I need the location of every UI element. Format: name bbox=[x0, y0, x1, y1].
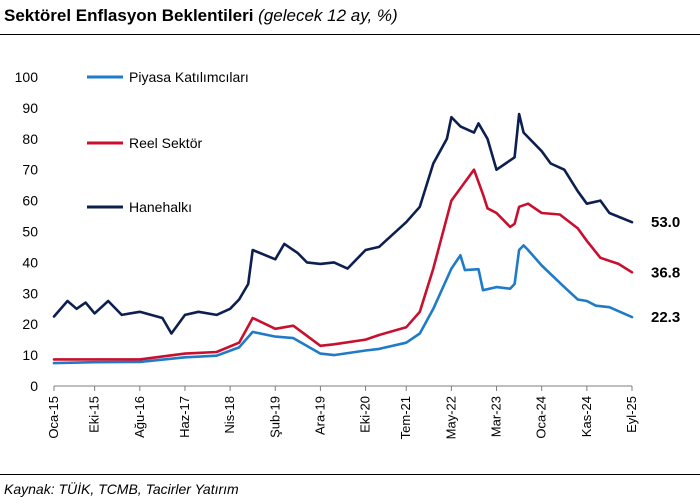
series-lines bbox=[52, 112, 634, 365]
x-tick-label: Şub-19 bbox=[267, 396, 282, 438]
legend-label: Hanehalkı bbox=[129, 199, 192, 215]
y-tick-label: 80 bbox=[22, 131, 38, 147]
x-tick-label: Oca-15 bbox=[46, 396, 61, 439]
y-tick-label: 40 bbox=[22, 254, 38, 270]
y-tick-label: 60 bbox=[22, 193, 38, 209]
legend: Piyasa Katılımcıları Reel Sektör Hanehalkı bbox=[87, 69, 249, 215]
end-labels: 22.3 36.8 53.0 bbox=[651, 214, 680, 326]
x-tick-label: Nis-18 bbox=[222, 396, 237, 434]
x-tick-label: Eki-15 bbox=[87, 396, 102, 433]
x-tick-label: Eyl-25 bbox=[624, 396, 639, 433]
y-tick-label: 20 bbox=[22, 316, 38, 332]
x-axis: Oca-15 Eki-15 Ağu-16 Haz-17 Nis-18 Şub-19 Ara-… bbox=[46, 385, 639, 439]
chart-subtitle: (gelecek 12 ay, %) bbox=[258, 6, 398, 25]
end-value-label: 53.0 bbox=[651, 214, 680, 231]
x-tick-label: Tem-21 bbox=[398, 396, 413, 439]
x-tick-label: Ağu-16 bbox=[132, 396, 147, 438]
legend-label: Reel Sektör bbox=[129, 135, 202, 151]
x-tick-label: Kas-24 bbox=[579, 396, 594, 437]
x-tick-label: Oca-24 bbox=[534, 396, 549, 439]
y-tick-label: 0 bbox=[30, 378, 38, 394]
x-tick-label: Haz-17 bbox=[177, 396, 192, 438]
chart-title-row: Sektörel Enflasyon Beklentileri (gelecek… bbox=[4, 6, 398, 26]
chart-title: Sektörel Enflasyon Beklentileri bbox=[4, 6, 254, 25]
end-value-label: 36.8 bbox=[651, 264, 680, 281]
footer-rule bbox=[0, 474, 700, 475]
end-value-label: 22.3 bbox=[651, 309, 680, 326]
y-tick-label: 30 bbox=[22, 285, 38, 301]
x-tick-label: Ara-19 bbox=[312, 396, 327, 435]
series-line bbox=[52, 244, 634, 365]
y-tick-label: 70 bbox=[22, 162, 38, 178]
header-rule bbox=[0, 34, 700, 35]
x-tick-label: May-22 bbox=[443, 396, 458, 439]
series-line bbox=[52, 168, 634, 361]
source-note: Kaynak: TÜİK, TCMB, Tacirler Yatırım bbox=[4, 481, 239, 497]
y-tick-label: 50 bbox=[22, 224, 38, 240]
y-tick-label: 100 bbox=[15, 69, 39, 85]
y-tick-label: 90 bbox=[22, 100, 38, 116]
x-tick-label: Mar-23 bbox=[489, 396, 504, 437]
x-tick-label: Eki-20 bbox=[358, 396, 373, 433]
y-axis: 0 10 20 30 40 50 60 70 80 90 100 bbox=[15, 69, 39, 394]
legend-label: Piyasa Katılımcıları bbox=[129, 69, 249, 85]
y-tick-label: 10 bbox=[22, 347, 38, 363]
series-line bbox=[52, 112, 634, 335]
line-chart: Piyasa Katılımcıları Reel Sektör Hanehalkı… bbox=[15, 69, 681, 439]
